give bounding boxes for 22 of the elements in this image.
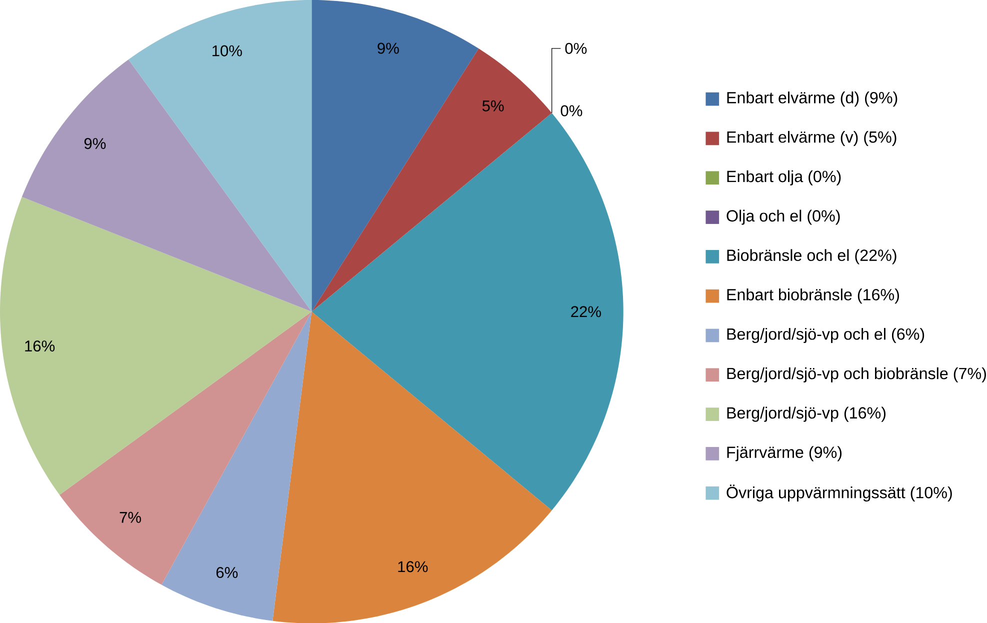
data-label: 16% bbox=[398, 560, 428, 572]
legend-label: Olja och el (0%) bbox=[726, 210, 840, 225]
data-label: 6% bbox=[216, 566, 238, 578]
legend-label: Biobränsle och el (22%) bbox=[727, 249, 896, 264]
data-label: 9% bbox=[378, 42, 399, 54]
legend-label: Övriga uppvärmningssätt (10%) bbox=[726, 484, 952, 502]
data-label: 10% bbox=[212, 45, 242, 56]
data-label: 22% bbox=[571, 306, 601, 317]
data-label: 5% bbox=[482, 100, 504, 112]
legend-label: Berg/jord/sjö-vp och biobränsle (7%) bbox=[727, 367, 986, 382]
legend-label: Berg/jord/sjö-vp (16%) bbox=[727, 406, 886, 422]
legend-label: Berg/jord/sjö-vp och el (6%) bbox=[727, 328, 924, 343]
data-label: 7% bbox=[120, 512, 141, 523]
legend-label: Enbart biobränsle (16%) bbox=[727, 288, 899, 304]
legend-label: Enbart olja (0%) bbox=[727, 170, 841, 186]
legend-label: Fjärrvärme (9%) bbox=[727, 446, 842, 462]
text: 0% bbox=[560, 105, 582, 116]
legend-label: Enbart elvärme (d) (9%) bbox=[727, 91, 898, 106]
data-label: 9% bbox=[84, 138, 106, 149]
data-label: 16% bbox=[25, 340, 55, 352]
legend-label: Enbart elvärme (v) (5%) bbox=[727, 130, 896, 146]
text: 0% bbox=[565, 42, 587, 54]
